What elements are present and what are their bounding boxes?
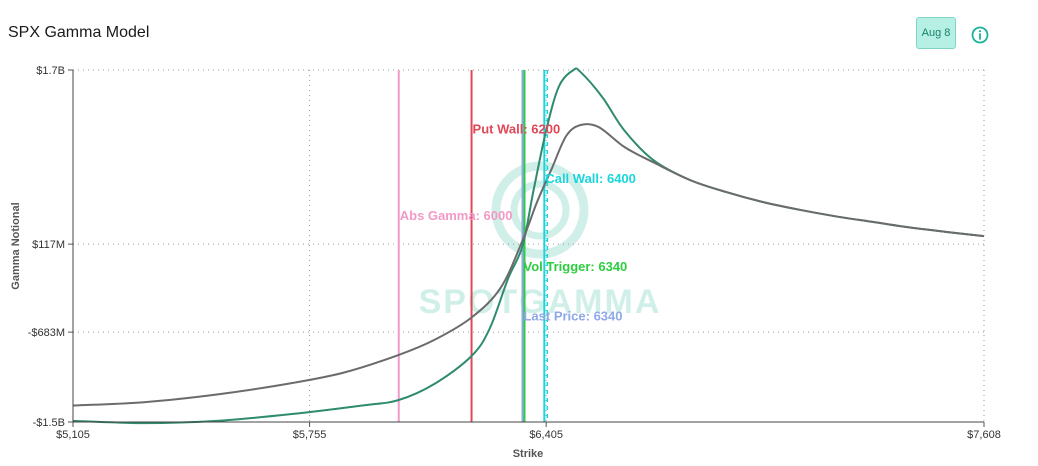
x-tick-label: $5,755: [293, 429, 327, 441]
reference-label: Put Wall: 6200: [473, 121, 561, 136]
watermark: SPOTGAMMA: [419, 161, 662, 321]
watermark-text: SPOTGAMMA: [419, 283, 662, 321]
x-tick-label: $7,608: [967, 429, 1001, 441]
axes: $5,105 $5,755 $6,405 $7,608 $1.7B $117M -$683M…: [28, 65, 1001, 441]
date-badge-button[interactable]: Aug 8: [916, 17, 956, 49]
y-axis-title: Gamma Notional: [10, 202, 22, 289]
y-tick-label: -$1.5B: [33, 417, 65, 429]
chart-title: SPX Gamma Model: [8, 24, 150, 41]
y-tick-label: -$683M: [28, 327, 65, 339]
reference-labels: Abs Gamma: 6000 Put Wall: 6200 Vol Trigger…: [400, 121, 636, 323]
grid: [73, 69, 985, 422]
info-icon[interactable]: [971, 26, 989, 44]
reference-label: Abs Gamma: 6000: [400, 208, 513, 223]
x-axis-title: Strike: [513, 448, 544, 460]
reference-label: Last Price: 6340: [523, 308, 622, 323]
y-tick-label: $1.7B: [36, 65, 65, 77]
reference-label: Call Wall: 6400: [545, 171, 636, 186]
x-tick-label: $5,105: [56, 429, 90, 441]
series: [72, 67, 985, 425]
y-tick-label: $117M: [32, 239, 65, 251]
reference-label: Vol Trigger: 6340: [523, 259, 627, 274]
x-tick-label: $6,405: [529, 429, 563, 441]
series-line: [72, 123, 985, 407]
